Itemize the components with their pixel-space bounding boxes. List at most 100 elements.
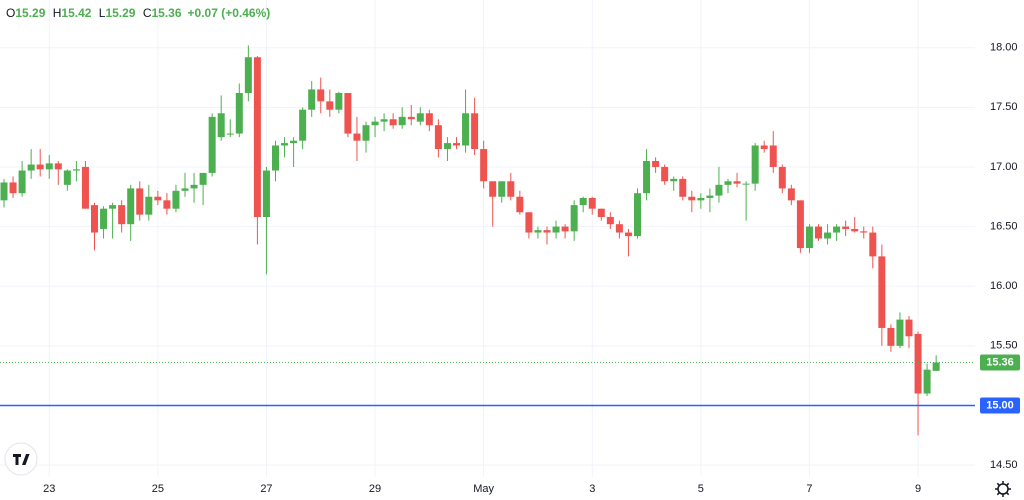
logo-mark [13, 454, 30, 465]
tv-logo[interactable] [4, 442, 38, 476]
candle-body [136, 188, 144, 215]
candle-body [724, 181, 732, 185]
candle-body [643, 160, 651, 194]
candle-body [272, 145, 279, 171]
candle-body [869, 232, 877, 257]
price-line-box [980, 354, 1020, 371]
candle-body [815, 226, 822, 239]
candle-body [878, 256, 886, 328]
candle-body [344, 93, 352, 134]
candle-body [317, 89, 325, 102]
candle-body [172, 190, 180, 209]
x-tick-label: 29 [369, 483, 381, 495]
candle-body [9, 182, 17, 194]
candle-body [443, 143, 451, 150]
candle-body [244, 57, 252, 94]
candle-body [842, 226, 850, 229]
candle-body [679, 178, 687, 197]
ohlc-label: C [143, 6, 152, 20]
candle-body [253, 57, 261, 218]
x-tick-label: 27 [260, 483, 272, 495]
candle-body [697, 197, 705, 201]
candle-body [389, 119, 397, 126]
candle-body [579, 197, 587, 206]
candle-body [326, 101, 334, 110]
candle-body [661, 166, 669, 182]
candle-body [353, 133, 361, 141]
candle-body [362, 125, 370, 141]
candle-body [308, 89, 316, 110]
candle-body [190, 184, 198, 189]
candle-body [905, 319, 913, 337]
candle-body [923, 369, 931, 394]
candle-body [887, 327, 895, 346]
candle-body [145, 196, 153, 215]
y-tick-label: 16.00 [990, 280, 1018, 292]
candle-body [670, 178, 678, 182]
alert-line-label: 15.00 [986, 399, 1014, 411]
candle-body [235, 93, 243, 134]
candle-body [36, 164, 44, 170]
candle-body [27, 164, 35, 171]
candle-body [163, 200, 171, 209]
candle-body [833, 226, 841, 233]
candle-body [534, 230, 542, 233]
candle-body [860, 231, 868, 233]
candle-body [914, 333, 922, 394]
candle-body [380, 119, 388, 122]
change: +0.07 (+0.46%) [188, 6, 271, 20]
candle-body [498, 181, 506, 197]
x-tick-label: 23 [43, 483, 55, 495]
candle-body [824, 232, 832, 239]
candle-body [932, 362, 940, 371]
candle-body [100, 208, 108, 229]
candle-body [416, 113, 424, 122]
candle-body [525, 212, 533, 233]
settings-icon[interactable] [995, 481, 1011, 497]
candle-body [489, 181, 497, 197]
candle-body [652, 160, 660, 167]
candle-body [561, 226, 569, 232]
candle-body [199, 172, 207, 185]
candle-body [181, 188, 189, 191]
candle-body [588, 197, 596, 209]
candle-body [335, 93, 343, 110]
ohlc-header: O15.29 H15.42 L15.29 C15.36 +0.07 (+0.46%… [6, 6, 270, 20]
candle-body [91, 205, 98, 233]
candle-body [805, 226, 813, 249]
candle-body [606, 217, 614, 225]
candle-body [72, 169, 80, 171]
x-tick-label: 7 [806, 483, 812, 495]
candle-body [688, 196, 696, 201]
candle-body [262, 170, 270, 218]
y-tick-label: 14.50 [990, 459, 1018, 471]
candle-body [299, 109, 307, 141]
candle-body [453, 143, 460, 146]
candle-body [45, 163, 53, 170]
candle-body [787, 188, 795, 201]
candle-body [407, 116, 415, 120]
y-tick-label: 16.50 [990, 220, 1018, 232]
candle-body [217, 113, 225, 138]
ohlc-value: 15.29 [105, 6, 135, 20]
candle-body [760, 145, 768, 150]
candle-body [118, 205, 126, 225]
candle-body [127, 188, 135, 225]
ohlc-label: H [53, 6, 62, 20]
candle-body [109, 205, 117, 209]
y-tick-label: 17.00 [990, 161, 1018, 173]
candle-body [624, 232, 632, 237]
candle-body [778, 166, 786, 189]
y-tick-label: 18.00 [990, 42, 1018, 54]
candle-body [480, 149, 488, 182]
candle-body [425, 113, 433, 126]
logo-badge [4, 442, 38, 476]
candle-body [0, 182, 8, 201]
candle-body [597, 208, 605, 218]
x-tick-label: 25 [152, 483, 164, 495]
ohlc-value: 15.36 [152, 6, 182, 20]
candle-body [208, 116, 216, 173]
candle-body [81, 166, 89, 209]
candle-body [516, 196, 524, 213]
